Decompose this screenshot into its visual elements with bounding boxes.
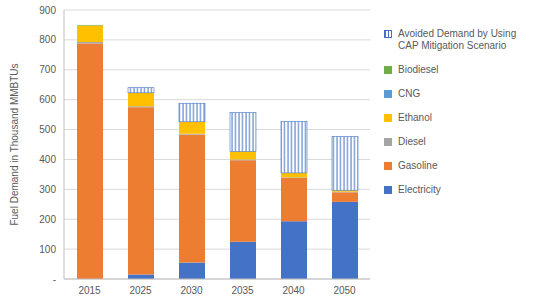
svg-text:2035: 2035 bbox=[231, 285, 254, 296]
svg-text:200: 200 bbox=[39, 214, 56, 225]
svg-text:700: 700 bbox=[39, 64, 56, 75]
svg-text:900: 900 bbox=[39, 5, 56, 16]
svg-text:2025: 2025 bbox=[129, 285, 152, 296]
html-text:Avoided Demand by Using CAP Mi: Avoided Demand by Using CAP Mitigation S… bbox=[398, 28, 517, 51]
svg-text:-: - bbox=[53, 274, 56, 285]
svg-text:2015: 2015 bbox=[78, 285, 101, 296]
html-text:CNG: CNG bbox=[398, 88, 421, 99]
svg-text:Fuel Demand in Thousand MMBTUs: Fuel Demand in Thousand MMBTUs bbox=[9, 63, 20, 225]
html-text:Diesel: Diesel bbox=[398, 136, 426, 147]
svg-text:2050: 2050 bbox=[333, 285, 356, 296]
svg-text:400: 400 bbox=[39, 154, 56, 165]
svg-text:500: 500 bbox=[39, 124, 56, 135]
html-text:Biodiesel: Biodiesel bbox=[398, 64, 439, 75]
svg-text:300: 300 bbox=[39, 184, 56, 195]
svg-text:600: 600 bbox=[39, 94, 56, 105]
svg-text:2030: 2030 bbox=[180, 285, 203, 296]
html-text:Electricity: Electricity bbox=[398, 184, 441, 195]
svg-text:100: 100 bbox=[39, 244, 56, 255]
svg-text:2040: 2040 bbox=[282, 285, 305, 296]
svg-text:800: 800 bbox=[39, 34, 56, 45]
html-text:Gasoline: Gasoline bbox=[398, 160, 438, 171]
html-text:Ethanol: Ethanol bbox=[398, 112, 432, 123]
